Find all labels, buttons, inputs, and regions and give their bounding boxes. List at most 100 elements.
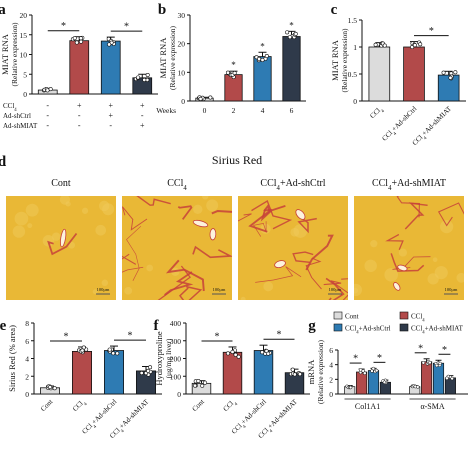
- y-axis-title-a: MIAT RNA: [0, 33, 10, 75]
- data-point-c: [412, 43, 417, 48]
- data-point-a: [142, 77, 147, 82]
- data-point-e: [111, 351, 116, 356]
- y-axis-title-g: mRNA: [306, 359, 316, 384]
- treatment-row-label-a-part: CCl: [3, 102, 14, 110]
- data-point-b: [287, 35, 292, 40]
- data-point-g: [421, 361, 426, 365]
- y-tick-label-e: 8: [25, 319, 29, 328]
- significance-star-c: *: [429, 26, 434, 37]
- collagen-fiber: [305, 234, 334, 271]
- micrograph-label-subscript: 4: [183, 185, 187, 192]
- data-point-f: [193, 383, 198, 388]
- collagen-fiber: [251, 199, 293, 230]
- data-point-c: [382, 43, 387, 48]
- x-tick-label-f-subscript: 4: [233, 401, 239, 407]
- data-point-a: [74, 40, 79, 45]
- stain-texture: [92, 289, 98, 295]
- x-tick-label-b: 0: [203, 106, 207, 115]
- data-point-f: [292, 372, 297, 377]
- legend-label-g: Cont: [345, 313, 359, 321]
- collagen-fiber: [136, 196, 171, 206]
- point-label-b: *: [260, 41, 265, 51]
- x-group-label-g: Col1A1: [355, 402, 380, 411]
- data-point-g: [428, 360, 432, 365]
- x-axis-title-b: Weeks: [156, 106, 176, 115]
- legend-label-g-part: CCl: [345, 325, 356, 333]
- x-tick-label-c-part: CCl: [380, 129, 394, 143]
- y-tick-label-e: 4: [25, 355, 29, 364]
- data-point-g: [348, 385, 353, 390]
- panel-letter-b: b: [158, 2, 166, 18]
- bar-b: [253, 56, 272, 102]
- panel-g: g 0 2 4 6 mRNA (Relative expression) * * * * Col1A1…: [306, 311, 468, 411]
- y-tick-label-e: 6: [25, 337, 29, 346]
- panel-a: a 0 5 10 15 20 MIAT RNA (Relative expression) * *…: [0, 2, 158, 130]
- y-axis-title-c: MIAT RNA: [330, 39, 340, 81]
- micrograph-label: CCl4+Ad-shCtrl: [260, 178, 325, 192]
- bar-c: [403, 46, 425, 102]
- y-tick-label-f: 400: [170, 319, 182, 328]
- micrograph-ccl4-shctrl-image: 100μm: [238, 196, 348, 300]
- y-tick-label-g: 6: [329, 346, 333, 355]
- data-point-f: [196, 378, 201, 383]
- x-tick-label-e-part: CCl: [71, 399, 85, 413]
- collagen-fiber: [211, 209, 232, 215]
- data-point-g: [445, 376, 449, 381]
- stain-texture: [101, 279, 109, 287]
- stain-texture: [206, 199, 219, 212]
- micrograph-label-part: CCl: [260, 178, 276, 189]
- y-tick-label-a: 5: [23, 70, 27, 79]
- significance-star-a: *: [61, 21, 66, 32]
- stain-texture: [25, 203, 39, 217]
- treatment-mark-a: -: [109, 121, 112, 130]
- y-tick-label-g: 4: [329, 361, 333, 370]
- collagen-fiber: [157, 265, 191, 300]
- bar-b: [282, 36, 301, 102]
- y-tick-label-e: 2: [25, 372, 29, 381]
- collagen-fiber: [238, 213, 252, 222]
- micrograph-ccl4-shmiat: 100μm: [354, 196, 464, 300]
- data-point-c: [373, 42, 378, 47]
- stain-texture: [432, 257, 438, 263]
- x-tick-label-b: 4: [261, 106, 265, 115]
- y-axis-title-f: Hydroxyproline: [154, 331, 164, 386]
- micrograph-label-part: CCl: [372, 178, 388, 189]
- treatment-mark-a: -: [46, 101, 49, 110]
- x-tick-label-f-subscript: 4: [268, 428, 274, 434]
- stain-texture: [364, 259, 377, 273]
- data-point-a: [72, 36, 77, 41]
- data-point-g: [371, 366, 376, 371]
- x-tick-label-c-part: CCl: [411, 133, 425, 147]
- y-tick-label-e: 0: [25, 390, 29, 399]
- scale-bar-label: 100μm: [213, 287, 226, 292]
- x-tick-label-c-subscript: 4: [392, 131, 398, 137]
- data-point-f: [230, 349, 235, 354]
- panel-letter-e: e: [0, 318, 7, 334]
- y-axis-title-e: Sirius Red (% area): [7, 325, 17, 392]
- data-point-e: [80, 348, 85, 353]
- data-point-b: [293, 31, 298, 36]
- y-tick-label-c: 1: [353, 43, 357, 52]
- data-point-c: [410, 45, 415, 50]
- x-tick-label-e: Cont: [39, 398, 54, 413]
- stain-texture: [12, 225, 26, 238]
- stain-texture: [14, 211, 29, 226]
- collagen-fiber: [126, 225, 142, 281]
- stain-texture: [59, 196, 71, 205]
- treatment-mark-a: -: [141, 111, 144, 120]
- collagen-fiber: [122, 253, 137, 265]
- x-group-label-g: α-SMA: [420, 402, 444, 411]
- data-point-g: [363, 371, 367, 375]
- bar-g: [444, 377, 456, 395]
- stain-background: [238, 196, 348, 300]
- panel-c: c 0 0.5 1 1.5 MIAT RNA (Relative expression) * C…: [330, 2, 466, 147]
- stain-texture: [370, 240, 378, 248]
- data-point-f: [226, 351, 231, 356]
- x-tick-label-f: CCl4: [222, 397, 240, 415]
- data-point-b: [225, 70, 230, 75]
- y-tick-label-c: 0.5: [348, 70, 358, 79]
- x-tick-label-f-part: CCl: [230, 422, 244, 436]
- micrograph-label-part: CCl: [167, 178, 183, 189]
- legend-swatch-g: [399, 323, 409, 332]
- panel-letter-a: a: [0, 2, 6, 18]
